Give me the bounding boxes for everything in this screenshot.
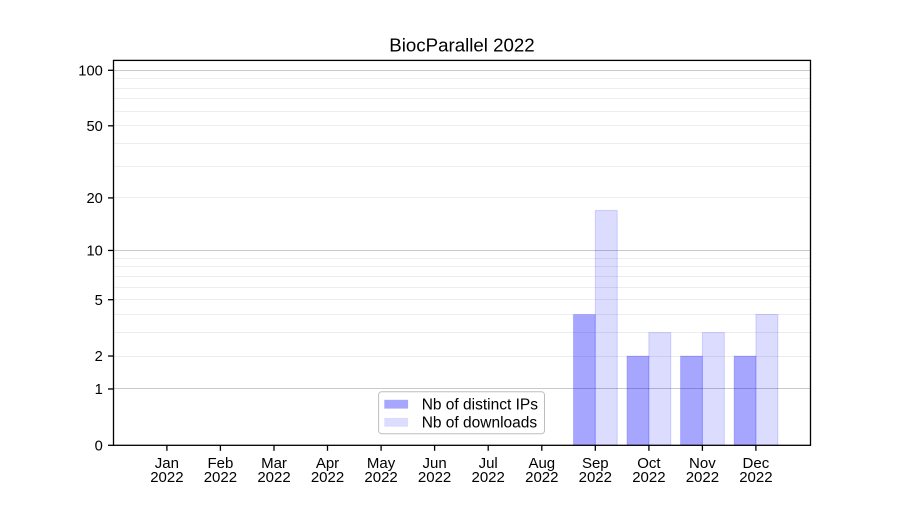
svg-text:Sep: Sep xyxy=(582,455,609,472)
svg-text:1: 1 xyxy=(95,382,103,398)
svg-text:0: 0 xyxy=(95,439,103,455)
svg-text:100: 100 xyxy=(78,64,103,80)
svg-text:BiocParallel 2022: BiocParallel 2022 xyxy=(389,35,534,56)
svg-text:20: 20 xyxy=(86,191,102,207)
svg-text:2022: 2022 xyxy=(579,469,612,486)
svg-text:Jan: Jan xyxy=(155,455,179,472)
svg-text:2022: 2022 xyxy=(364,469,397,486)
svg-text:Jul: Jul xyxy=(479,455,498,472)
svg-text:50: 50 xyxy=(86,119,102,135)
svg-text:2022: 2022 xyxy=(257,469,290,486)
svg-text:Jun: Jun xyxy=(423,455,447,472)
svg-text:Apr: Apr xyxy=(316,455,339,472)
svg-text:2: 2 xyxy=(95,349,103,365)
svg-text:5: 5 xyxy=(95,293,103,309)
svg-text:Aug: Aug xyxy=(528,455,555,472)
svg-text:2022: 2022 xyxy=(686,469,719,486)
svg-text:2022: 2022 xyxy=(472,469,505,486)
svg-text:Nb of downloads: Nb of downloads xyxy=(422,415,538,432)
svg-text:2022: 2022 xyxy=(204,469,237,486)
svg-text:May: May xyxy=(367,455,396,472)
svg-text:Mar: Mar xyxy=(261,455,287,472)
svg-text:Oct: Oct xyxy=(637,455,661,472)
svg-text:10: 10 xyxy=(86,244,102,260)
svg-text:2022: 2022 xyxy=(418,469,451,486)
svg-text:Dec: Dec xyxy=(743,455,770,472)
svg-text:Nb of distinct IPs: Nb of distinct IPs xyxy=(422,396,539,413)
svg-text:2022: 2022 xyxy=(632,469,665,486)
svg-text:2022: 2022 xyxy=(311,469,344,486)
svg-text:2022: 2022 xyxy=(525,469,558,486)
svg-text:Nov: Nov xyxy=(689,455,716,472)
svg-text:2022: 2022 xyxy=(739,469,772,486)
svg-text:Feb: Feb xyxy=(207,455,233,472)
svg-text:2022: 2022 xyxy=(150,469,183,486)
